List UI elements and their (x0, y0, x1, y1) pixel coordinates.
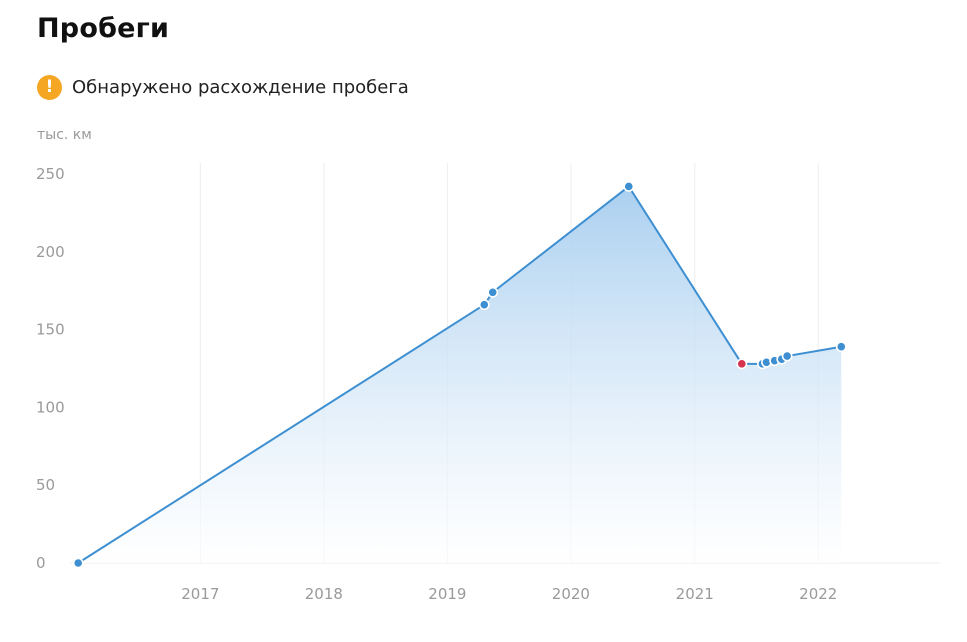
y-tick-label-50: 50 (36, 476, 55, 494)
mileage-discrepancy-warning: ! Обнаружено расхождение пробега (37, 74, 409, 100)
y-axis-ticks: 0 50 100 150 200 250 (36, 165, 65, 572)
y-tick-label-250: 250 (36, 165, 65, 183)
x-tick-label-2020: 2020 (552, 585, 590, 603)
data-point[interactable] (487, 286, 499, 298)
x-tick-label-2018: 2018 (305, 585, 343, 603)
x-tick-label-2017: 2017 (181, 585, 219, 603)
x-tick-label-2022: 2022 (799, 585, 837, 603)
data-points (72, 181, 847, 569)
x-tick-label-2021: 2021 (676, 585, 714, 603)
data-point[interactable] (623, 181, 635, 192)
y-axis-unit-label: тыс. км (37, 127, 92, 143)
y-tick-label-200: 200 (36, 243, 65, 261)
data-point[interactable] (72, 557, 84, 569)
data-point[interactable] (781, 350, 793, 362)
y-tick-label-100: 100 (36, 398, 65, 416)
mileage-area-fill (78, 186, 842, 563)
data-point[interactable] (478, 299, 490, 311)
area-layer (77, 185, 842, 564)
warning-text: Обнаружено расхождение пробега (72, 76, 409, 98)
data-point[interactable] (835, 341, 847, 353)
anomaly-data-point[interactable] (736, 358, 748, 370)
exclamation-circle-icon: ! (37, 74, 62, 100)
x-axis-ticks: 2017 2018 2019 2020 2021 2022 (181, 585, 837, 603)
page-title: Пробеги (37, 13, 170, 44)
y-tick-label-150: 150 (36, 321, 65, 339)
x-tick-label-2019: 2019 (428, 585, 466, 603)
y-tick-label-0: 0 (36, 554, 46, 572)
